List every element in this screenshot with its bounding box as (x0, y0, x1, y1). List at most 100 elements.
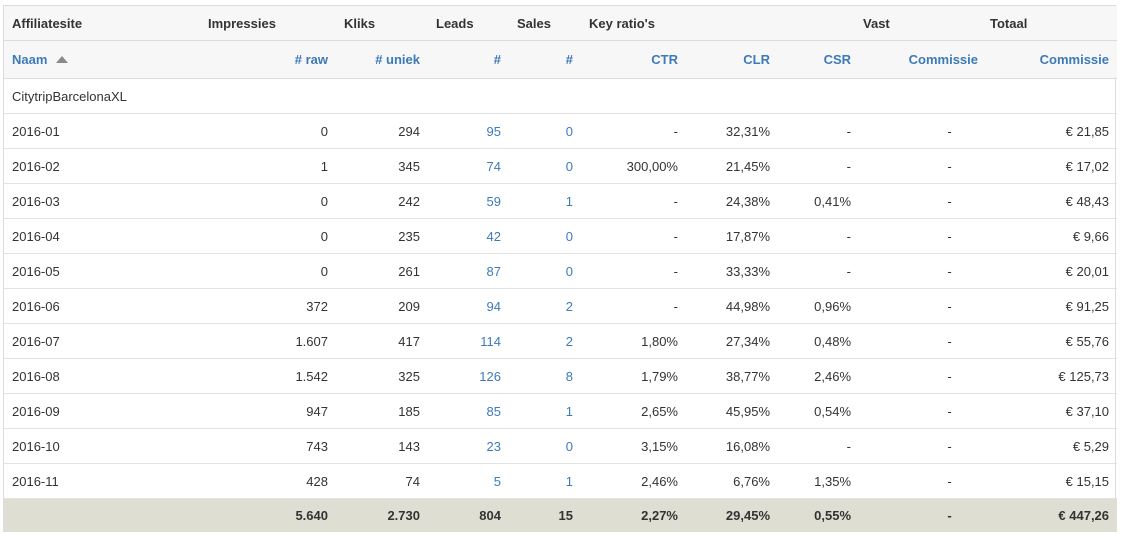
total-totaal-commissie: € 447,26 (986, 498, 1118, 532)
cell-csr: - (778, 148, 860, 184)
cell-sales[interactable]: 0 (509, 148, 581, 184)
column-header-vast-commissie[interactable]: Commissie (859, 40, 987, 79)
table-row: 2016-03 0 242 59 1-24,38% 0,41% - € 48,43 (4, 183, 1118, 219)
cell-clr: 33,33% (686, 253, 778, 289)
cell-month: 2016-11 (4, 463, 200, 499)
cell-totaal-commissie: € 91,25 (986, 288, 1118, 324)
group-header-impressies: Impressies (200, 6, 336, 41)
cell-month: 2016-03 (4, 183, 200, 219)
table-row: 2016-10 743 143 23 0 3,15% 16,08% - - € 5,29 (4, 428, 1118, 464)
cell-leads[interactable]: 74 (428, 148, 509, 184)
cell-sales[interactable]: 0 (509, 218, 581, 254)
column-header-impressies-raw[interactable]: # raw (200, 40, 336, 79)
cell-clr: 17,87% (686, 218, 778, 254)
cell-month: 2016-05 (4, 253, 200, 289)
cell-vast-commissie: - (859, 428, 987, 464)
cell-csr: 0,48% (778, 323, 860, 359)
cell-totaal-commissie: € 17,02 (986, 148, 1118, 184)
group-header-row: Affiliatesite Impressies Kliks Leads Sal… (4, 6, 1118, 41)
cell-totaal-commissie: € 5,29 (986, 428, 1118, 464)
column-header-row: Naam # raw # uniek # # CTR CLR CSR Commi… (4, 40, 1118, 79)
total-impressies-raw: 5.640 (200, 498, 336, 532)
cell-month: 2016-07 (4, 323, 200, 359)
cell-impressies-raw: 0 (200, 218, 336, 254)
column-header-naam-label: Naam (12, 52, 48, 67)
cell-csr: - (778, 218, 860, 254)
column-header-clr[interactable]: CLR (686, 40, 778, 79)
cell-kliks-uniek: 74 (336, 463, 428, 499)
total-ctr: 2,27% (581, 498, 686, 532)
cell-leads[interactable]: 95 (428, 113, 509, 149)
cell-vast-commissie: - (859, 113, 987, 149)
cell-totaal-commissie: € 20,01 (986, 253, 1118, 289)
cell-ctr: 2,46% (581, 463, 686, 499)
column-header-totaal-commissie[interactable]: Commissie (986, 40, 1118, 79)
cell-impressies-raw: 0 (200, 183, 336, 219)
column-header-ctr[interactable]: CTR (581, 40, 686, 79)
cell-leads[interactable]: 5 (428, 463, 509, 499)
cell-leads[interactable]: 114 (428, 323, 509, 359)
cell-sales[interactable]: 8 (509, 358, 581, 394)
cell-csr: 0,41% (778, 183, 860, 219)
cell-ctr: - (581, 288, 686, 324)
cell-ctr: - (581, 218, 686, 254)
table-row: 2016-01 0 294 95 0-32,31% - - € 21,85 (4, 113, 1118, 149)
cell-month: 2016-02 (4, 148, 200, 184)
cell-leads[interactable]: 87 (428, 253, 509, 289)
cell-sales[interactable]: 2 (509, 323, 581, 359)
cell-sales[interactable]: 0 (509, 113, 581, 149)
cell-impressies-raw: 0 (200, 113, 336, 149)
cell-sales[interactable]: 0 (509, 253, 581, 289)
group-header-vast: Vast (859, 6, 987, 41)
cell-csr: - (778, 253, 860, 289)
cell-leads[interactable]: 23 (428, 428, 509, 464)
cell-csr: - (778, 428, 860, 464)
total-vast-commissie: - (859, 498, 987, 532)
cell-kliks-uniek: 417 (336, 323, 428, 359)
cell-clr: 6,76% (686, 463, 778, 499)
cell-leads[interactable]: 59 (428, 183, 509, 219)
cell-leads[interactable]: 94 (428, 288, 509, 324)
cell-vast-commissie: - (859, 393, 987, 429)
cell-clr: 45,95% (686, 393, 778, 429)
cell-kliks-uniek: 242 (336, 183, 428, 219)
cell-sales[interactable]: 1 (509, 183, 581, 219)
cell-kliks-uniek: 325 (336, 358, 428, 394)
cell-month: 2016-09 (4, 393, 200, 429)
table-row: 2016-07 1.607 417 114 2 1,80% 27,34% 0,48% - € 55… (4, 323, 1118, 359)
cell-vast-commissie: - (859, 323, 987, 359)
cell-month: 2016-08 (4, 358, 200, 394)
cell-sales[interactable]: 2 (509, 288, 581, 324)
cell-impressies-raw: 372 (200, 288, 336, 324)
cell-month: 2016-01 (4, 113, 200, 149)
cell-leads[interactable]: 85 (428, 393, 509, 429)
cell-csr: 0,96% (778, 288, 860, 324)
cell-vast-commissie: - (859, 288, 987, 324)
column-header-csr[interactable]: CSR (778, 40, 860, 79)
cell-impressies-raw: 1.607 (200, 323, 336, 359)
table-row: 2016-06 372 209 94 2-44,98% 0,96% - € 91,25 (4, 288, 1118, 324)
cell-totaal-commissie: € 9,66 (986, 218, 1118, 254)
cell-sales[interactable]: 1 (509, 393, 581, 429)
cell-sales[interactable]: 0 (509, 428, 581, 464)
total-clr: 29,45% (686, 498, 778, 532)
cell-vast-commissie: - (859, 358, 987, 394)
column-header-naam[interactable]: Naam (4, 40, 200, 79)
column-header-leads-count[interactable]: # (428, 40, 509, 79)
cell-leads[interactable]: 126 (428, 358, 509, 394)
table-row: 2016-11 428 74 5 1 2,46% 6,76% 1,35% - € 15,15 (4, 463, 1118, 499)
cell-vast-commissie: - (859, 218, 987, 254)
total-sales: 15 (509, 498, 581, 532)
cell-clr: 16,08% (686, 428, 778, 464)
cell-impressies-raw: 743 (200, 428, 336, 464)
cell-ctr: - (581, 253, 686, 289)
table-row: 2016-02 1 345 74 0 300,00% 21,45% - - € 17,02 (4, 148, 1118, 184)
table-row: 2016-08 1.542 325 126 8 1,79% 38,77% 2,46% - € 12… (4, 358, 1118, 394)
cell-sales[interactable]: 1 (509, 463, 581, 499)
cell-leads[interactable]: 42 (428, 218, 509, 254)
cell-totaal-commissie: € 15,15 (986, 463, 1118, 499)
column-header-kliks-uniek[interactable]: # uniek (336, 40, 428, 79)
column-header-sales-count[interactable]: # (509, 40, 581, 79)
cell-kliks-uniek: 345 (336, 148, 428, 184)
cell-impressies-raw: 0 (200, 253, 336, 289)
